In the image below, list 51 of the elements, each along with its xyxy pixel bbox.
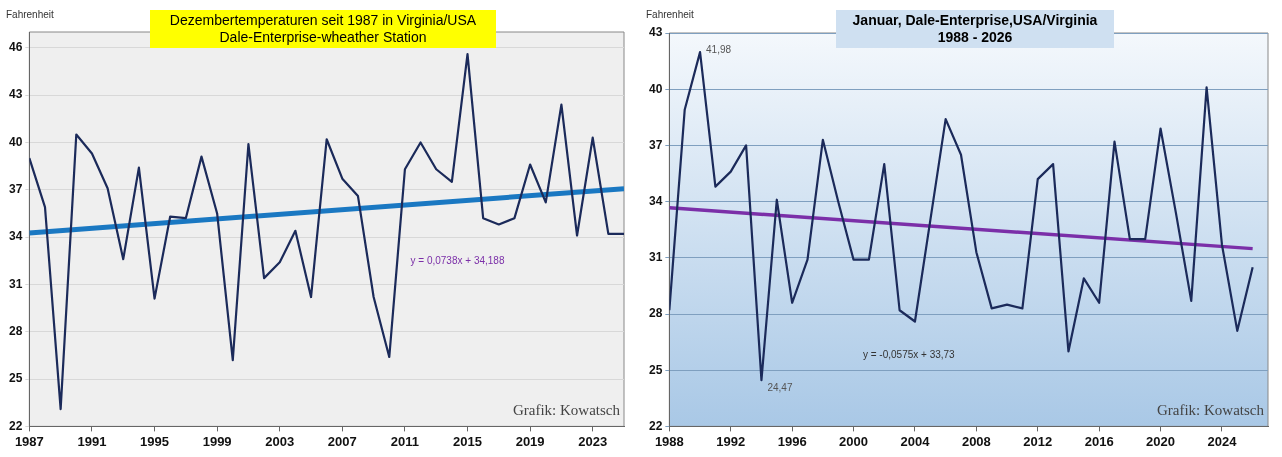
y-tick-label: 40: [648, 81, 663, 96]
y-axis-title: Fahrenheit: [646, 8, 695, 20]
x-tick-label: 1995: [140, 433, 169, 449]
y-tick-label: 43: [648, 25, 663, 40]
x-tick-label: 1996: [777, 433, 807, 449]
y-tick-label: 37: [8, 182, 23, 197]
y-tick-label: 43: [8, 87, 23, 102]
annotation: y = 0,0738x + 34,188: [410, 254, 505, 266]
y-axis-title: Fahrenheit: [6, 8, 55, 20]
chart-subtitle: Dale-Enterprise-wheather Station: [218, 29, 428, 46]
x-tick-label: 2008: [961, 433, 991, 449]
x-tick-label: 1999: [202, 433, 232, 449]
chart-subtitle: 1988 - 2026: [936, 29, 1014, 46]
x-tick-label: 2015: [453, 433, 482, 449]
y-tick-label: 34: [8, 229, 23, 244]
x-tick-label: 2016: [1084, 433, 1114, 449]
x-tick-label: 2003: [265, 433, 295, 449]
y-tick-label: 22: [648, 418, 663, 433]
x-tick-label: 2019: [515, 433, 545, 449]
x-tick-label: 2000: [839, 433, 869, 449]
data-label: 41,98: [706, 43, 732, 55]
x-tick-label: 2020: [1146, 433, 1176, 449]
y-tick-label: 22: [8, 418, 23, 433]
x-tick-label: 1991: [77, 433, 107, 449]
y-tick-label: 25: [648, 362, 663, 377]
x-tick-label: 1992: [716, 433, 746, 449]
y-tick-label: 25: [8, 371, 23, 386]
x-tick-label: 2023: [578, 433, 608, 449]
x-tick-label: 2004: [900, 433, 931, 449]
annotation: y = -0,0575x + 33,73: [862, 349, 956, 361]
annotation: Grafik: Kowatsch: [1156, 401, 1265, 418]
chart-title: Januar, Dale-Enterprise,USA/Virginia: [851, 12, 1099, 29]
y-tick-label: 40: [8, 134, 23, 149]
y-tick-label: 31: [8, 276, 23, 291]
y-tick-label: 34: [648, 193, 663, 208]
title-box: Januar, Dale-Enterprise,USA/Virginia 1988 - 2026: [836, 10, 1114, 48]
x-tick-label: 2011: [390, 433, 420, 449]
y-tick-label: 46: [8, 40, 23, 55]
x-tick-label: 2012: [1023, 433, 1053, 449]
annotation: Grafik: Kowatsch: [512, 401, 621, 418]
x-tick-label: 1988: [654, 433, 684, 449]
x-tick-label: 2024: [1207, 433, 1238, 449]
x-tick-label: 1987: [14, 433, 44, 449]
y-tick-label: 28: [648, 306, 663, 321]
y-tick-label: 31: [648, 250, 663, 265]
chart-title: Dezembertemperaturen seit 1987 in Virginia/USA: [168, 12, 478, 29]
data-label: 24,47: [767, 381, 793, 393]
y-tick-label: 37: [648, 137, 663, 152]
title-box: Dezembertemperaturen seit 1987 in Virginia/USA Dale-Enterprise-wheather Station: [150, 10, 496, 48]
x-tick-label: 2007: [327, 433, 357, 449]
y-tick-label: 28: [8, 324, 23, 339]
